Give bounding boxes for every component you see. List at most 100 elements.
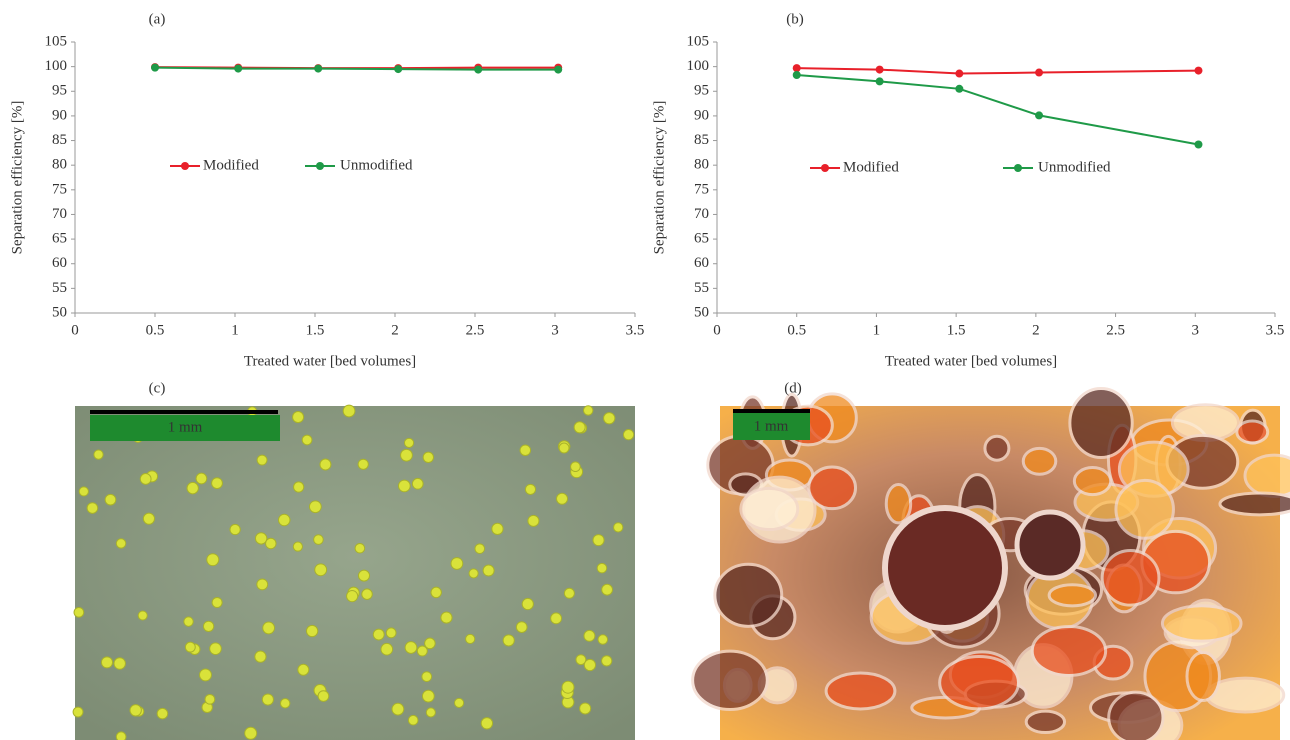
y-tick-label: 75 (694, 181, 709, 197)
bead (391, 702, 405, 716)
y-tick-label: 65 (694, 231, 709, 247)
bead (579, 702, 592, 715)
bead (301, 434, 313, 446)
bead (450, 557, 464, 570)
y-tick-label: 50 (52, 304, 67, 320)
pore (739, 486, 800, 532)
micrograph-c: 1 mm (72, 404, 635, 740)
bead (421, 671, 433, 682)
chart-title: (b) (786, 11, 804, 27)
bead (515, 621, 528, 633)
data-point (955, 84, 964, 93)
bead (244, 726, 258, 740)
bead (430, 586, 442, 599)
data-point (394, 65, 403, 74)
bead (563, 587, 575, 599)
legend-label: Unmodified (1038, 159, 1111, 175)
bead (380, 642, 394, 656)
pore (1014, 509, 1086, 581)
x-tick-label: 0 (713, 322, 721, 338)
bead (596, 562, 608, 574)
data-point (554, 65, 563, 74)
legend-label: Modified (843, 159, 899, 175)
x-tick-label: 2.5 (1106, 322, 1125, 338)
data-point (1035, 111, 1044, 120)
data-point (955, 69, 964, 78)
x-tick-label: 1 (873, 322, 881, 338)
bead (186, 481, 199, 495)
y-tick-label: 70 (694, 206, 709, 222)
bead (184, 641, 196, 653)
data-point (1194, 140, 1203, 149)
pore (882, 505, 1008, 631)
bead (342, 404, 356, 418)
bead (199, 668, 212, 682)
bead (601, 583, 613, 596)
x-tick-label: 0 (71, 322, 79, 338)
bead (555, 492, 569, 505)
x-tick-label: 2 (391, 322, 399, 338)
x-tick-label: 3.5 (626, 322, 645, 338)
series-line (796, 74, 1199, 146)
y-tick-label: 60 (52, 255, 67, 271)
legend-marker (1014, 164, 1022, 172)
bead (597, 634, 609, 645)
pore (1160, 604, 1243, 643)
y-tick-label: 85 (694, 132, 709, 148)
data-point (792, 64, 801, 73)
pore (884, 482, 913, 525)
scale-bar-box (733, 413, 810, 440)
y-tick-label: 90 (52, 107, 67, 123)
bead (480, 717, 494, 730)
bead (440, 611, 453, 624)
pore (1114, 478, 1175, 540)
bead (195, 472, 208, 485)
legend-label: Unmodified (340, 157, 413, 173)
bead (357, 458, 369, 470)
bead (202, 620, 215, 632)
bead (129, 704, 142, 717)
data-point (792, 71, 801, 80)
pore (1185, 650, 1221, 702)
bead (425, 707, 436, 718)
series-line (796, 67, 1199, 75)
scale-bar-label: 1 mm (168, 419, 203, 435)
bead (582, 405, 594, 416)
bead (262, 621, 276, 635)
pore (1024, 709, 1067, 735)
x-tick-label: 1 (231, 322, 239, 338)
pore (1107, 690, 1165, 740)
data-point (474, 65, 483, 74)
pore (1047, 583, 1098, 608)
x-tick-label: 3 (1192, 322, 1200, 338)
bead (361, 588, 373, 600)
scale-bar-label: 1 mm (754, 418, 789, 434)
bead (305, 624, 319, 638)
y-tick-label: 100 (687, 58, 710, 74)
bead (277, 513, 291, 527)
micrograph-background (75, 406, 635, 740)
bead (400, 448, 413, 462)
bead (421, 689, 435, 703)
bead (279, 698, 291, 709)
x-tick-label: 1.5 (947, 322, 966, 338)
pore (1021, 446, 1058, 476)
bead (86, 502, 99, 514)
beads (72, 404, 635, 740)
bead (613, 522, 624, 533)
bead (482, 564, 495, 577)
bead (78, 486, 89, 497)
x-tick-label: 3.5 (1266, 322, 1285, 338)
bead (100, 656, 114, 669)
bead (519, 444, 532, 457)
bead (254, 532, 268, 545)
pore (1218, 491, 1290, 517)
bead (603, 412, 616, 425)
panel-label: (d) (784, 380, 802, 396)
bead (468, 568, 479, 579)
bead (521, 597, 534, 611)
bead (583, 658, 597, 672)
data-point (151, 63, 159, 72)
bead (592, 534, 605, 547)
pore (1030, 624, 1108, 677)
